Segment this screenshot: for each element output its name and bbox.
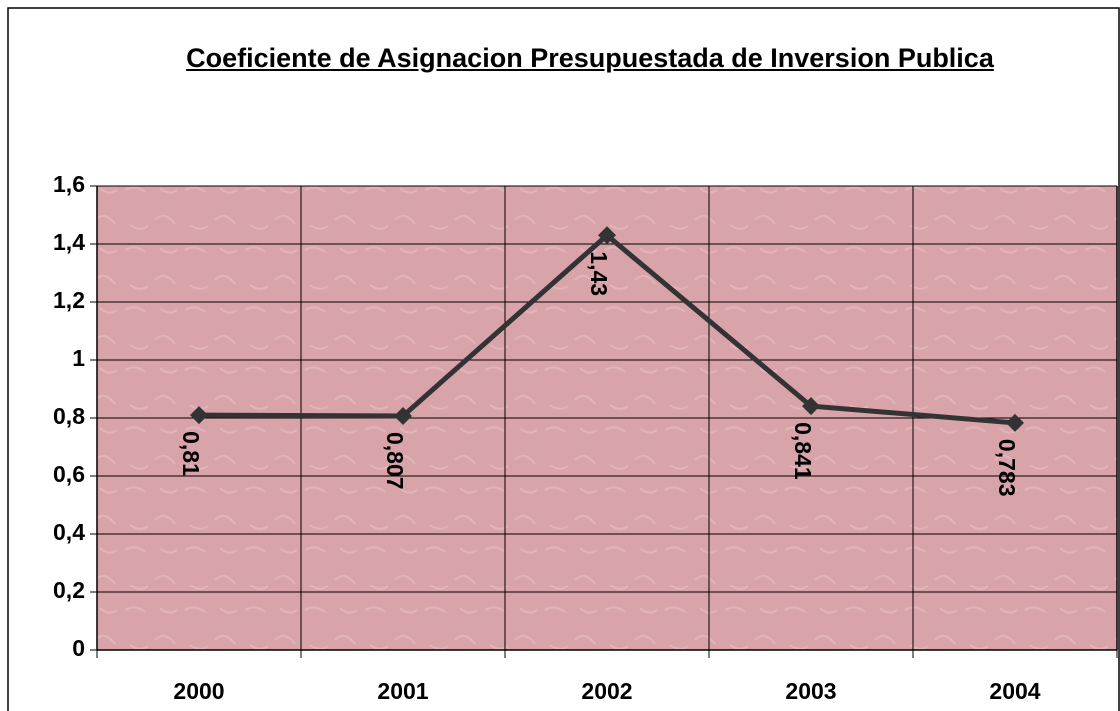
x-tick-label: 2001 — [377, 678, 428, 704]
y-tick-label: 0 — [72, 635, 85, 661]
marker — [1006, 413, 1024, 432]
value-label: 0,807 — [382, 432, 408, 490]
marker — [598, 226, 616, 245]
y-tick-label: 0,2 — [53, 577, 85, 603]
y-tick-label: 1 — [72, 345, 85, 371]
x-tick-label: 2004 — [989, 678, 1040, 704]
chart-border — [7, 7, 1120, 711]
value-label: 1,43 — [586, 251, 612, 296]
y-tick-label: 1,6 — [53, 171, 85, 197]
y-tick-label: 0,4 — [53, 519, 85, 545]
value-label: 0,81 — [178, 431, 204, 476]
value-label: 0,783 — [994, 439, 1020, 497]
x-tick-label: 2003 — [785, 678, 836, 704]
chart-title: Coeficiente de Asignacion Presupuestada … — [186, 43, 994, 73]
x-tick-label: 2000 — [173, 678, 224, 704]
y-tick-label: 1,2 — [53, 287, 85, 313]
x-tick-label: 2002 — [581, 678, 632, 704]
y-tick-label: 0,8 — [53, 403, 85, 429]
y-tick-label: 0,6 — [53, 461, 85, 487]
value-label: 0,841 — [790, 422, 816, 480]
y-tick-label: 1,4 — [53, 229, 85, 255]
marker — [802, 397, 820, 416]
marker — [394, 406, 412, 425]
marker — [190, 406, 208, 425]
